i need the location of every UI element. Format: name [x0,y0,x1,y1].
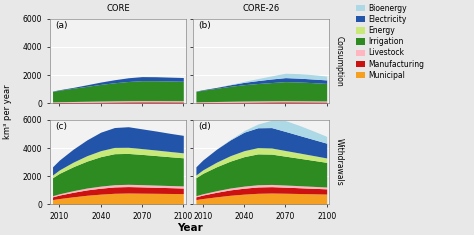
Text: (b): (b) [199,21,211,30]
Text: Year: Year [177,223,202,233]
Text: Consumption: Consumption [335,36,344,86]
Text: (d): (d) [199,122,211,131]
Text: km³ per year: km³ per year [3,84,11,139]
Text: (a): (a) [55,21,68,30]
Text: Withdrawals: Withdrawals [335,138,344,186]
Text: (c): (c) [55,122,67,131]
Text: CORE: CORE [106,4,130,13]
Legend: Bioenergy, Electricity, Energy, Irrigation, Livestock, Manufacturing, Municipal: Bioenergy, Electricity, Energy, Irrigati… [356,4,425,80]
Text: CORE-26: CORE-26 [243,4,280,13]
